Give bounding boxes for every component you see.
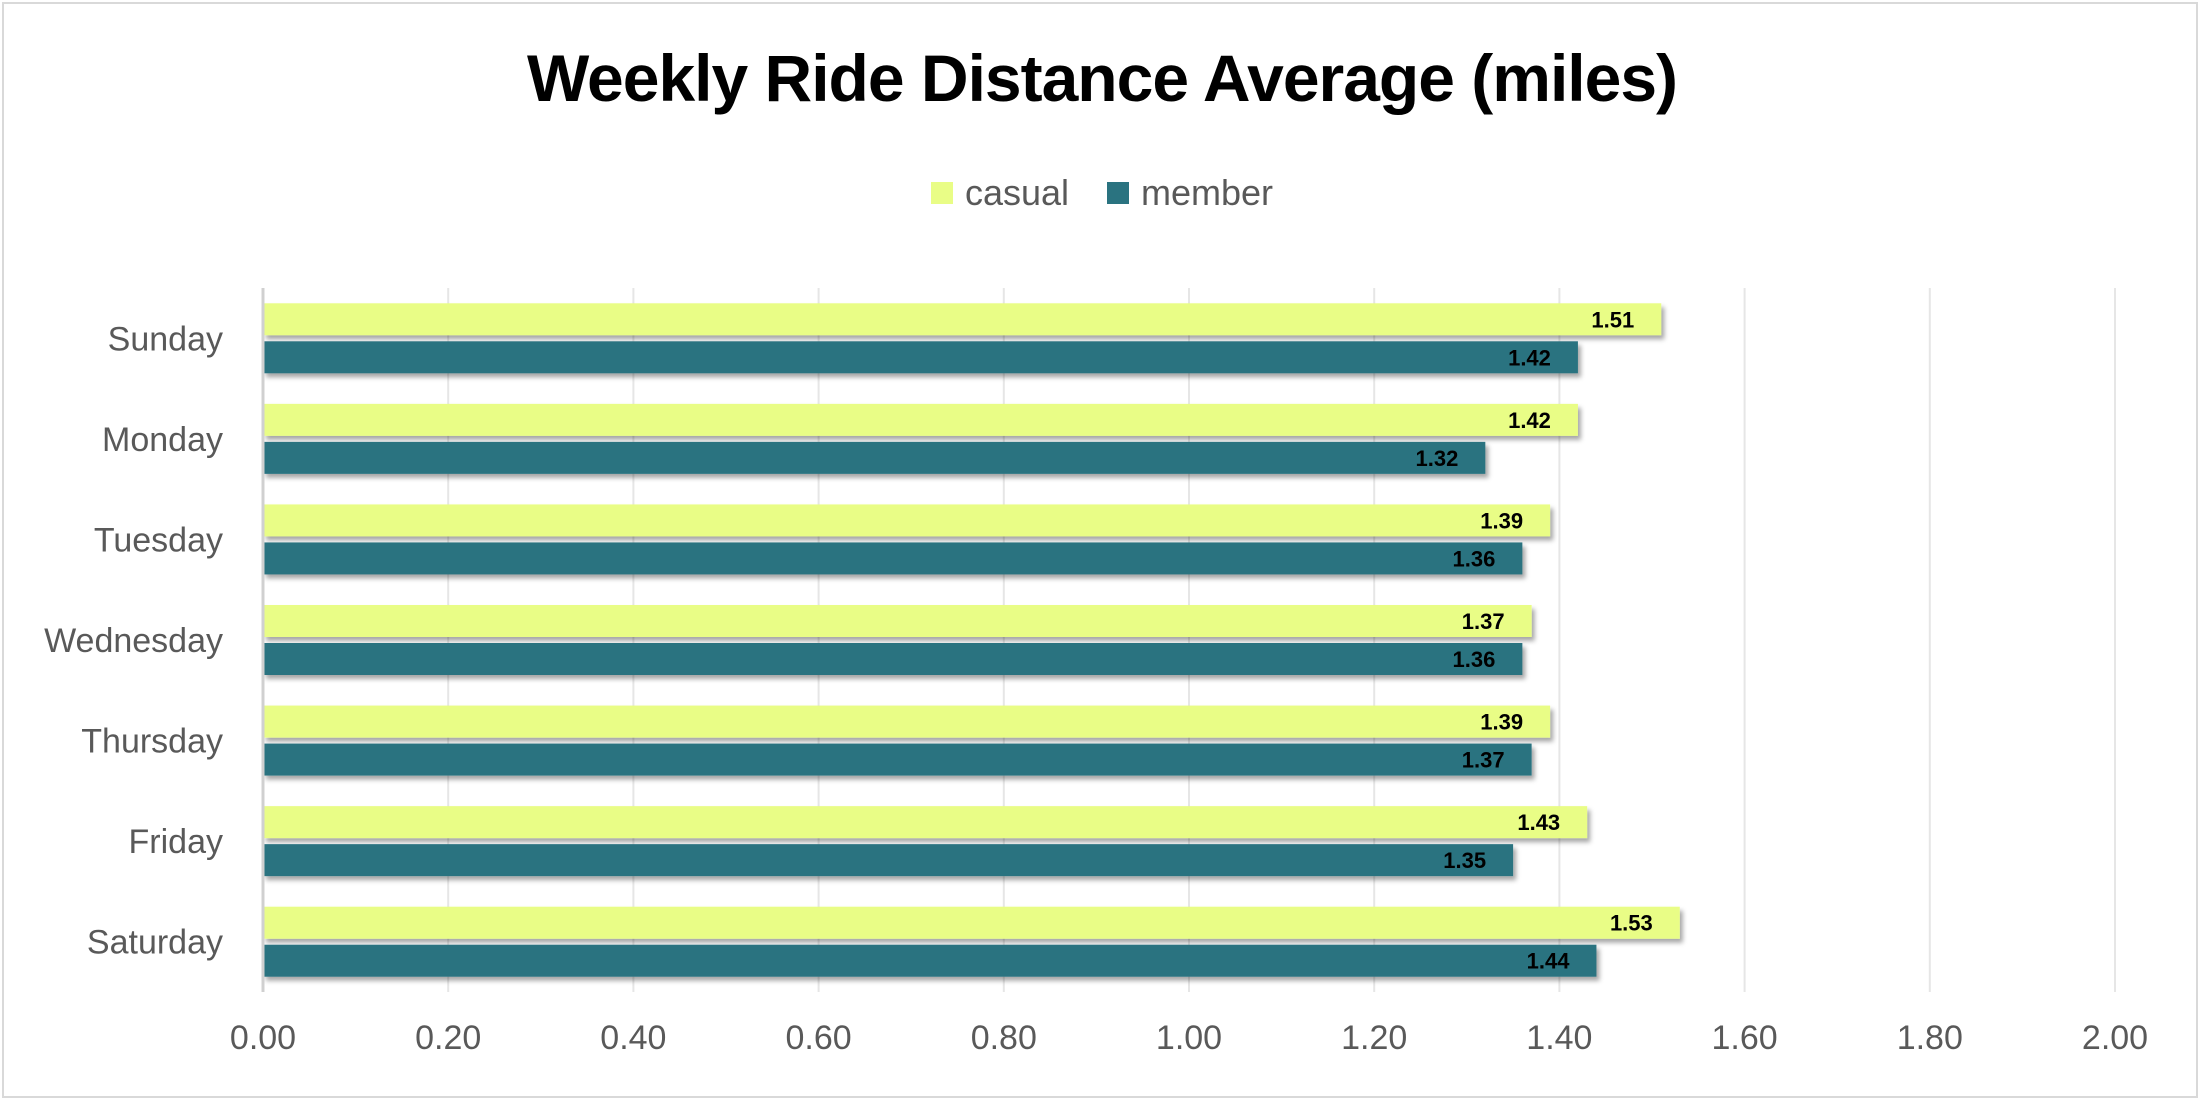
bar-casual [263, 806, 1588, 839]
data-label-member: 1.36 [1453, 546, 1496, 571]
category-label: Sunday [108, 320, 223, 358]
data-label-member: 1.37 [1462, 748, 1505, 773]
category-label: Wednesday [44, 622, 223, 660]
data-label-casual: 1.43 [1517, 810, 1560, 835]
data-label-casual: 1.42 [1508, 408, 1551, 433]
category-label: Thursday [81, 723, 223, 761]
data-label-casual: 1.37 [1462, 609, 1505, 634]
x-tick-label: 0.20 [415, 1019, 481, 1057]
legend: casual member [0, 172, 2204, 214]
category-label: Monday [102, 421, 223, 459]
legend-swatch-casual [930, 182, 953, 204]
data-label-member: 1.32 [1415, 446, 1458, 471]
chart-title: Weekly Ride Distance Average (miles) [526, 41, 1678, 115]
bar-member [263, 743, 1532, 776]
x-tick-label: 1.60 [1712, 1019, 1778, 1057]
data-label-casual: 1.53 [1610, 911, 1653, 936]
bar-member [263, 643, 1523, 675]
data-label-member: 1.44 [1527, 949, 1571, 974]
legend-swatch-member [1107, 182, 1130, 204]
bar-member [263, 341, 1578, 374]
bar-casual [263, 605, 1532, 637]
legend-item-casual: casual [930, 172, 1070, 214]
bar-casual [263, 504, 1551, 537]
data-label-member: 1.42 [1508, 345, 1551, 370]
x-tick-label: 1.20 [1341, 1019, 1407, 1057]
bar-member [263, 844, 1514, 877]
legend-item-member: member [1107, 172, 1273, 214]
bar-casual [263, 303, 1662, 336]
x-tick-label: 1.40 [1526, 1019, 1592, 1057]
legend-label-member: member [1141, 172, 1274, 213]
data-label-member: 1.35 [1443, 848, 1486, 873]
x-tick-label: 0.60 [786, 1019, 852, 1057]
legend-label-casual: casual [964, 172, 1070, 213]
x-tick-label: 0.40 [600, 1019, 666, 1057]
gridlines [447, 288, 2116, 992]
axes: 0.00 0.20 0.40 0.60 0.80 1.00 1.20 1.40 1.60 1.80… [44, 288, 2148, 1057]
data-label-casual: 1.39 [1480, 508, 1523, 533]
bar-member [263, 441, 1486, 474]
bar-casual [263, 705, 1551, 738]
x-tick-label: 1.00 [1156, 1019, 1222, 1057]
category-label: Friday [129, 823, 223, 861]
x-tick-label: 1.80 [1897, 1019, 1963, 1057]
data-label-member: 1.36 [1453, 647, 1496, 672]
bar-member [263, 944, 1597, 977]
data-label-casual: 1.39 [1480, 710, 1523, 735]
category-label: Saturday [87, 924, 223, 962]
bars [263, 303, 1680, 977]
bar-casual [263, 403, 1578, 436]
x-tick-label: 2.00 [2082, 1019, 2148, 1057]
category-label: Tuesday [94, 521, 223, 559]
x-tick-label: 0.00 [230, 1019, 296, 1057]
bar-member [263, 542, 1523, 575]
x-tick-label: 0.80 [971, 1019, 1037, 1057]
bar-casual [263, 906, 1680, 939]
data-label-casual: 1.51 [1591, 307, 1634, 332]
data-labels: 1.51 1.42 1.42 1.32 1.39 1.36 1.37 1.36 1.39 1.37… [1415, 307, 1652, 973]
